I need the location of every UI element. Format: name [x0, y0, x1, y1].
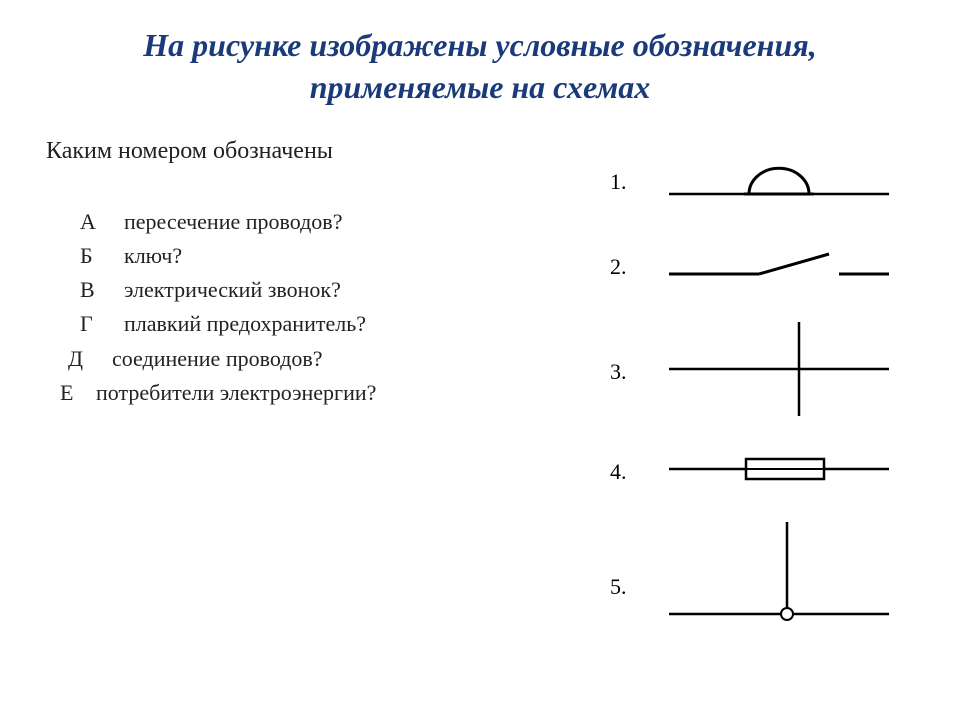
symbol-row: 3.	[610, 314, 920, 429]
content-area: Каким номером обозначены А пересечение п…	[0, 118, 960, 669]
question-text: Каким номером обозначены	[40, 138, 590, 165]
cross-symbol-icon	[654, 314, 920, 429]
item-letter: А	[80, 205, 124, 239]
list-item: Д соединение проводов?	[68, 342, 590, 376]
symbol-row: 5.	[610, 514, 920, 659]
symbol-number: 5.	[610, 574, 654, 600]
list-item: Г плавкий предохранитель?	[80, 307, 590, 341]
symbol-row: 4.	[610, 439, 920, 504]
item-text: пересечение проводов?	[124, 205, 342, 239]
symbol-number: 1.	[610, 169, 654, 195]
fuse-symbol-icon	[654, 439, 920, 504]
left-column: Каким номером обозначены А пересечение п…	[40, 138, 610, 669]
item-text: соединение проводов?	[112, 342, 323, 376]
item-letter: В	[80, 273, 124, 307]
symbol-row: 2.	[610, 229, 920, 304]
list-item: Б ключ?	[80, 239, 590, 273]
right-column: 1. 2. 3.	[610, 138, 920, 669]
switch-symbol-icon	[654, 229, 920, 304]
list-item: Е потребители электроэнергии?	[60, 376, 590, 410]
item-text: ключ?	[124, 239, 182, 273]
item-text: потребители электроэнергии?	[96, 376, 376, 410]
symbol-number: 3.	[610, 359, 654, 385]
list-item: В электрический звонок?	[80, 273, 590, 307]
item-letter: Б	[80, 239, 124, 273]
bell-symbol-icon	[654, 144, 920, 219]
item-text: электрический звонок?	[124, 273, 341, 307]
list-item: А пересечение проводов?	[80, 205, 590, 239]
items-list: А пересечение проводов? Б ключ? В электр…	[40, 205, 590, 410]
junction-symbol-icon	[654, 514, 920, 659]
page-title: На рисунке изображены условные обозначен…	[0, 0, 960, 118]
symbol-number: 4.	[610, 459, 654, 485]
symbol-number: 2.	[610, 254, 654, 280]
item-letter: Г	[80, 307, 124, 341]
item-text: плавкий предохранитель?	[124, 307, 366, 341]
symbol-row: 1.	[610, 144, 920, 219]
